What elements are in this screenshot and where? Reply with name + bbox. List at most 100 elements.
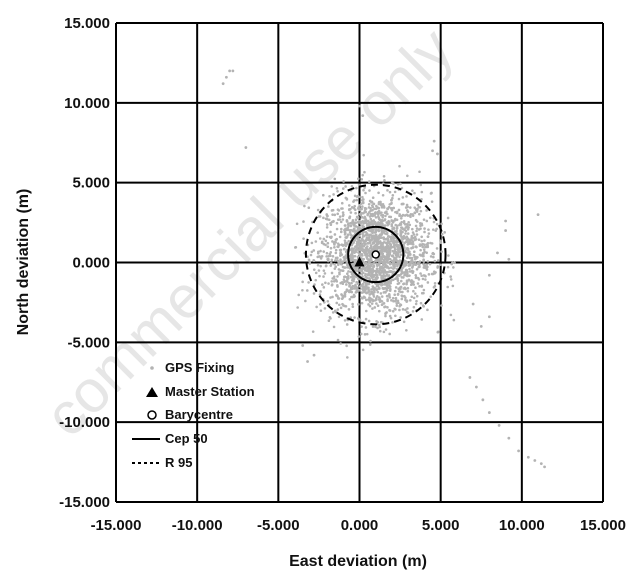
gps-fix-point: [324, 281, 327, 285]
gps-fix-point: [320, 240, 324, 244]
gps-fix-point: [439, 241, 443, 245]
gps-fix-point: [413, 238, 416, 242]
gps-fix-point: [371, 274, 375, 277]
gps-fix-point: [391, 219, 394, 223]
gps-fix-point: [406, 232, 410, 235]
markers: [354, 250, 380, 267]
gps-fix-point: [326, 259, 330, 263]
gps-fix-point: [391, 309, 395, 313]
gps-fix-point: [355, 230, 359, 234]
gps-fix-point: [388, 190, 392, 194]
gps-fix-point: [353, 227, 356, 230]
gps-fix-point: [326, 241, 330, 245]
gps-fix-point: [400, 267, 404, 271]
legend-label-gps-fixing: GPS Fixing: [165, 360, 234, 375]
gps-fix-point: [317, 269, 321, 272]
gps-fix-point: [382, 283, 386, 286]
gps-fix-point: [358, 245, 361, 248]
gps-fix-point: [365, 252, 369, 255]
cep50-circle: [347, 225, 405, 284]
gps-fix-point: [391, 296, 395, 300]
gps-fix-point: [446, 216, 450, 220]
gps-fix-point: [388, 296, 392, 299]
r95-circle: [304, 183, 447, 326]
gps-fix-point: [409, 261, 413, 265]
gps-fix-point: [383, 178, 386, 182]
gps-fix-point: [319, 264, 322, 268]
x-tick-label: -5.000: [257, 517, 300, 534]
gps-fix-point: [379, 292, 383, 295]
gps-fix-point: [409, 215, 412, 219]
gps-fix-point: [412, 262, 415, 266]
gps-fix-point: [349, 316, 353, 319]
gps-fix-point: [372, 222, 376, 226]
gps-fix-point: [390, 259, 394, 263]
gps-fix-point: [398, 259, 402, 262]
gps-fix-point: [358, 203, 361, 207]
gps-fix-point: [389, 235, 392, 239]
gps-fix-point: [320, 255, 324, 258]
gps-fix-point: [354, 218, 358, 221]
gps-fix-point: [348, 231, 352, 234]
gps-fixing-swatch: [150, 366, 154, 370]
gps-fix-point: [360, 242, 364, 245]
gps-fix-point: [367, 282, 371, 286]
gps-fix-point: [436, 152, 439, 156]
gps-fix-point: [497, 423, 501, 427]
gps-fix-point: [329, 221, 332, 225]
gps-fix-point: [357, 335, 361, 338]
gps-fix-point: [322, 269, 326, 272]
gps-fix-point: [408, 250, 411, 254]
gps-fix-point: [362, 198, 365, 201]
gps-fix-point: [384, 314, 387, 318]
gps-fix-point: [400, 202, 404, 206]
gps-fix-point: [367, 219, 370, 223]
gps-fix-point: [386, 221, 390, 225]
gps-fix-point: [390, 201, 393, 205]
gps-fix-point: [345, 198, 349, 201]
gps-fix-point: [398, 273, 401, 277]
gps-fix-point: [385, 311, 388, 314]
gps-fix-point: [375, 222, 379, 226]
gps-fix-point: [335, 187, 339, 190]
gps-fix-point: [395, 243, 399, 247]
gps-fix-point: [408, 270, 412, 273]
gps-fix-point: [362, 211, 365, 215]
gps-fix-point: [330, 235, 333, 239]
gps-fix-point: [362, 285, 366, 289]
gps-fix-point: [382, 330, 386, 334]
gps-fix-point: [385, 253, 389, 257]
gps-fix-point: [447, 254, 450, 257]
gps-fix-point: [323, 301, 326, 304]
gps-fix-point: [339, 230, 343, 234]
gps-fix-point: [410, 234, 414, 238]
gps-fix-point: [382, 258, 386, 262]
gps-fix-point: [360, 220, 363, 224]
gps-fix-point: [357, 251, 360, 254]
gps-fix-point: [355, 286, 359, 290]
gps-fix-point: [380, 228, 383, 232]
gps-fix-point: [295, 222, 299, 226]
gps-fix-point: [397, 245, 400, 249]
gps-fix-point: [409, 299, 412, 302]
gps-fix-point: [301, 344, 305, 347]
gps-fix-point: [377, 247, 381, 250]
gps-fix-point: [415, 294, 419, 298]
gps-fix-point: [394, 262, 398, 266]
gps-fix-point: [419, 183, 423, 187]
gps-fix-point: [429, 295, 433, 298]
gps-fix-point: [402, 282, 405, 286]
gps-fix-point: [414, 302, 418, 306]
gps-fix-point: [406, 307, 409, 310]
gps-fix-point: [336, 275, 339, 278]
gps-fix-point: [468, 376, 472, 379]
gps-fix-point: [367, 180, 371, 183]
gps-fix-point: [364, 218, 368, 221]
gps-fix-point: [368, 300, 372, 304]
gps-fix-point: [398, 255, 401, 259]
x-tick-label: -10.000: [172, 517, 223, 534]
y-tick-label: 0.000: [72, 255, 110, 272]
gps-fix-point: [363, 220, 366, 223]
gps-fix-point: [351, 257, 354, 260]
gps-fix-point: [314, 271, 318, 275]
